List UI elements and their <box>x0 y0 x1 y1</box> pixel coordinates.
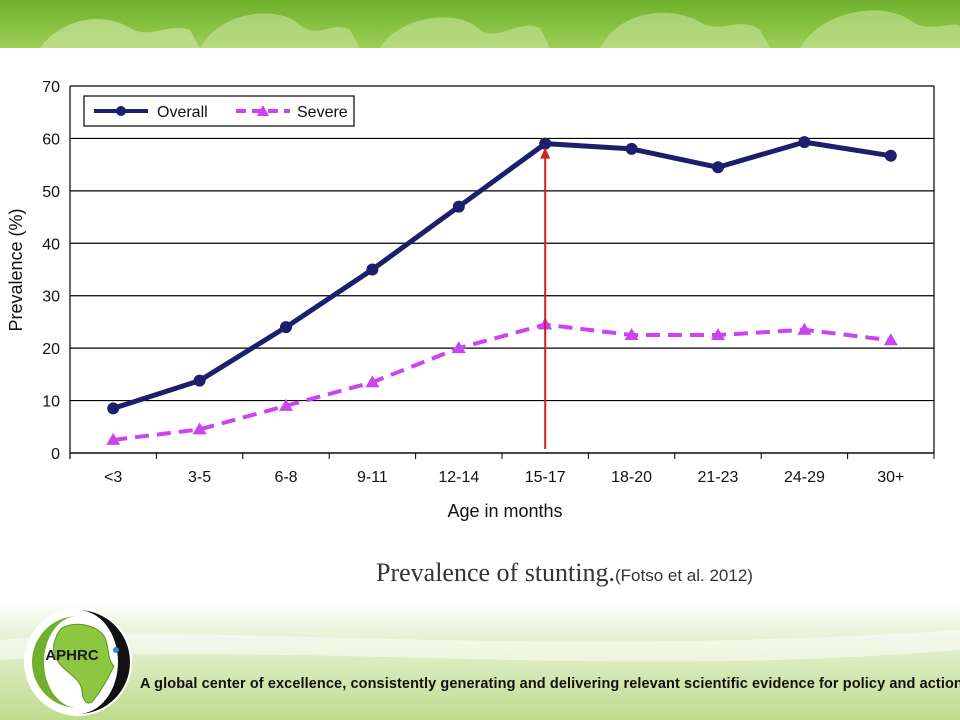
x-tick-label: 21-23 <box>698 469 739 486</box>
series-line-severe <box>112 322 892 442</box>
data-point <box>193 374 206 387</box>
data-point <box>711 328 725 341</box>
y-tick-label: 10 <box>42 394 60 411</box>
data-point <box>797 322 812 335</box>
x-tick-label: 3-5 <box>188 469 211 486</box>
x-axis-label: Age in months <box>447 501 562 521</box>
x-tick-label: 6-8 <box>274 469 297 486</box>
legend-label-overall: Overall <box>157 104 208 121</box>
data-point <box>883 333 898 346</box>
x-tick-label: 24-29 <box>784 469 825 486</box>
y-tick-label: 70 <box>42 79 60 96</box>
series-overall <box>107 136 897 415</box>
y-tick-label: 60 <box>42 131 60 148</box>
data-point <box>712 161 724 174</box>
y-axis-ticks: 0 10 20 30 40 50 60 70 <box>42 79 60 463</box>
data-point <box>625 142 638 155</box>
data-point <box>624 328 639 341</box>
legend-label-severe: Severe <box>297 104 348 121</box>
series-layer <box>106 136 898 445</box>
x-tick-label: 9-11 <box>357 469 388 486</box>
x-tick-label: 30+ <box>877 469 904 486</box>
x-tick-label: 12-14 <box>438 469 479 486</box>
data-point <box>107 402 120 415</box>
data-point <box>366 263 379 276</box>
annotation-layer <box>540 147 551 449</box>
series-line-overall <box>112 139 892 411</box>
caption-title: Prevalence of stunting. <box>376 558 615 587</box>
caption-citation: (Fotso et al. 2012) <box>615 566 753 585</box>
x-axis-ticks: <3 3-5 6-8 9-11 12-14 15-17 18-20 21-23 24-29 30+ <box>69 453 935 486</box>
stunting-line-chart: 0 10 20 30 40 50 60 70 <3 3-5 6-8 9-11 12-14 15-17 18… <box>6 79 935 521</box>
footer-tagline: A global center of excellence, consisten… <box>140 676 960 692</box>
x-tick-label: 15-17 <box>525 469 566 486</box>
data-point <box>279 398 293 411</box>
data-point <box>192 422 207 435</box>
data-point <box>365 375 380 388</box>
series-severe <box>106 317 898 445</box>
legend: Overall Severe <box>83 95 355 127</box>
data-point <box>280 321 292 334</box>
aphrc-logo: APHRC <box>24 608 132 716</box>
x-tick-label: 18-20 <box>611 469 652 486</box>
y-axis-label: Prevalence (%) <box>6 208 26 331</box>
y-tick-label: 50 <box>42 184 60 201</box>
data-point <box>106 432 121 445</box>
y-tick-label: 0 <box>51 446 60 463</box>
legend-marker-severe <box>257 105 269 116</box>
chart-caption: Prevalence of stunting.(Fotso et al. 201… <box>376 558 753 588</box>
y-tick-label: 30 <box>42 289 60 306</box>
top-banner <box>0 0 960 48</box>
footer-banner <box>0 600 960 720</box>
y-tick-label: 40 <box>42 236 60 253</box>
annotation-arrow-head <box>540 147 551 159</box>
data-point <box>451 341 466 354</box>
data-point <box>539 137 552 150</box>
data-point <box>798 136 811 149</box>
x-tick-label: <3 <box>104 469 122 486</box>
data-point <box>884 149 897 162</box>
legend-marker-overall <box>116 106 126 116</box>
y-tick-label: 20 <box>42 341 60 358</box>
axes <box>69 86 935 459</box>
data-point <box>452 200 465 213</box>
logo-text: APHRC <box>45 647 99 664</box>
